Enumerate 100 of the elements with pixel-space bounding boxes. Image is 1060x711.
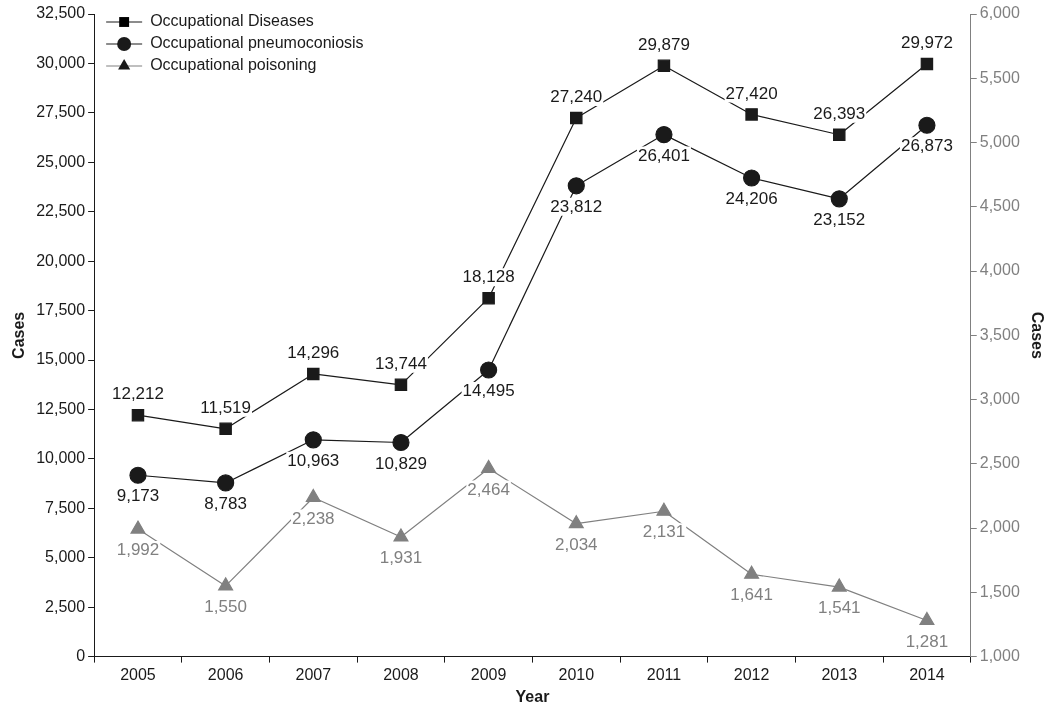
data-label: 8,783 — [204, 494, 247, 514]
point — [830, 190, 848, 208]
point — [655, 125, 673, 144]
x-tick-label: 2007 — [295, 665, 332, 683]
y2-tick-label: 1,000 — [979, 647, 1020, 665]
x-tick-label: 2009 — [470, 665, 507, 683]
y-tick-label: 5,000 — [45, 548, 86, 566]
data-label: 27,420 — [725, 83, 778, 103]
data-label: 14,495 — [462, 381, 515, 401]
x-tick-label: 2011 — [646, 665, 682, 683]
point — [219, 422, 232, 436]
point — [131, 408, 145, 422]
x-tick-label: 2013 — [821, 665, 858, 683]
x-tick-label: 2008 — [383, 665, 419, 683]
data-label: 24,206 — [725, 189, 778, 209]
legend-label: Occupational poisoning — [150, 56, 317, 74]
y2-axis-title: Cases — [1028, 311, 1046, 359]
point — [657, 59, 671, 73]
data-label: 14,296 — [287, 343, 340, 363]
x-tick-label: 2014 — [909, 665, 945, 683]
y-tick-label: 22,500 — [36, 202, 86, 220]
y2-tick-label: 3,500 — [979, 325, 1020, 343]
data-label: 23,152 — [813, 210, 866, 230]
x-tick-label: 2005 — [120, 665, 156, 683]
data-label: 1,541 — [817, 598, 861, 618]
y-tick-label: 25,000 — [36, 152, 86, 170]
y-axis-title: Cases — [10, 311, 28, 359]
point — [656, 502, 672, 516]
point — [833, 128, 846, 142]
legend-label: Occupational Diseases — [150, 12, 314, 30]
point — [570, 111, 583, 125]
point — [480, 361, 498, 379]
y-tick-label: 27,500 — [36, 103, 86, 121]
y2-tick-label: 1,500 — [979, 582, 1020, 600]
y2-tick-label: 5,000 — [979, 132, 1020, 150]
point — [217, 474, 235, 492]
data-label: 2,034 — [555, 534, 598, 554]
y-tick-label: 20,000 — [36, 251, 86, 269]
y-tick-label: 17,500 — [36, 300, 86, 318]
y2-tick-label: 3,000 — [979, 389, 1020, 407]
data-label: 9,173 — [116, 486, 160, 506]
y2-tick-label: 4,500 — [979, 197, 1020, 215]
data-label: 2,464 — [467, 479, 510, 499]
data-label: 23,812 — [550, 196, 603, 216]
data-label: 1,281 — [905, 631, 949, 651]
y-tick-label: 0 — [76, 647, 86, 665]
data-label: 11,519 — [200, 398, 251, 418]
data-label: 13,744 — [374, 354, 427, 374]
data-label: 2,131 — [642, 522, 686, 542]
data-label: 29,879 — [637, 35, 690, 55]
data-label: 1,931 — [379, 548, 423, 568]
x-axis-title: Year — [515, 687, 550, 705]
data-label: 26,873 — [900, 136, 953, 156]
point — [392, 433, 410, 452]
y2-tick-label: 2,500 — [979, 454, 1020, 472]
point — [567, 177, 585, 195]
point — [482, 291, 495, 305]
point — [568, 515, 584, 529]
data-label: 18,128 — [462, 267, 515, 287]
y-tick-label: 2,500 — [45, 597, 86, 615]
point — [744, 565, 760, 579]
data-label: 27,240 — [550, 87, 603, 107]
data-label: 1,550 — [204, 597, 247, 617]
point — [743, 169, 761, 187]
data-label: 10,829 — [374, 453, 427, 473]
y-tick-label: 30,000 — [36, 53, 86, 71]
data-label: 1,992 — [116, 540, 160, 560]
legend-label: Occupational pneumoconiosis — [150, 34, 364, 52]
point — [130, 520, 146, 534]
y-tick-label: 32,500 — [36, 4, 86, 22]
point — [831, 578, 847, 592]
point — [481, 459, 497, 474]
point — [129, 466, 147, 484]
y2-tick-label: 5,500 — [979, 68, 1020, 86]
data-label: 1,641 — [730, 585, 773, 605]
point — [307, 367, 320, 381]
y2-tick-label: 2,000 — [979, 518, 1020, 536]
x-tick-label: 2012 — [733, 665, 770, 683]
point — [218, 577, 234, 591]
data-label: 29,972 — [900, 33, 953, 53]
data-label: 26,401 — [637, 145, 690, 165]
x-tick-label: 2006 — [207, 665, 244, 683]
point — [393, 528, 409, 542]
y-tick-label: 12,500 — [36, 399, 86, 417]
point — [394, 378, 408, 392]
data-label: 12,212 — [111, 384, 164, 404]
point — [919, 611, 935, 626]
data-label: 26,393 — [813, 103, 866, 123]
y-tick-label: 15,000 — [36, 350, 86, 368]
point — [305, 488, 321, 503]
y2-tick-label: 6,000 — [979, 4, 1020, 22]
y-tick-label: 10,000 — [36, 449, 86, 467]
data-label: 10,963 — [287, 451, 340, 471]
y2-tick-label: 4,000 — [979, 261, 1020, 279]
point — [920, 57, 934, 71]
point — [745, 108, 758, 121]
y-tick-label: 7,500 — [45, 498, 86, 516]
point — [304, 431, 322, 449]
x-tick-label: 2010 — [558, 665, 595, 683]
data-label: 2,238 — [292, 508, 335, 528]
